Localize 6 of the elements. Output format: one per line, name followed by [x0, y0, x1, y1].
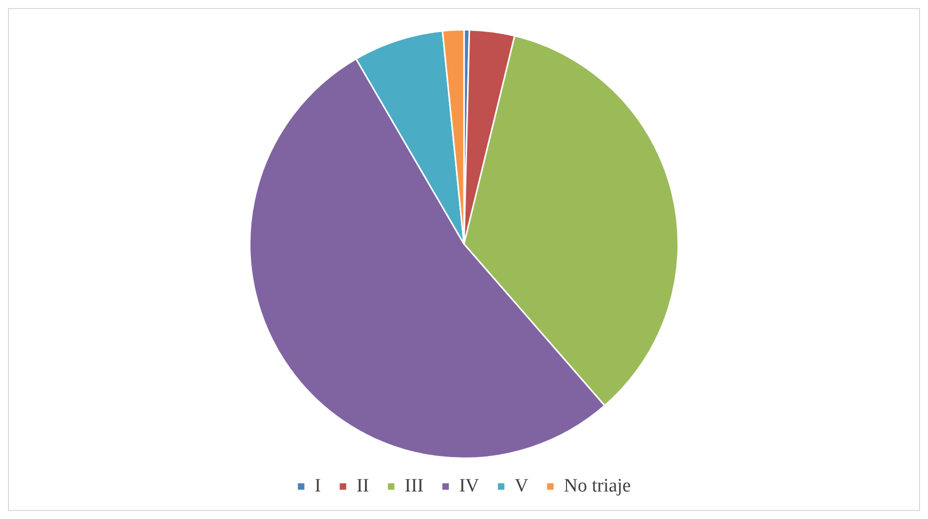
legend-label: No triaje [564, 475, 631, 496]
legend-label: III [404, 475, 424, 496]
legend-label: V [514, 475, 529, 496]
legend-label: I [314, 475, 321, 496]
legend-label: IV [459, 475, 480, 496]
legend-label: II [356, 475, 370, 496]
